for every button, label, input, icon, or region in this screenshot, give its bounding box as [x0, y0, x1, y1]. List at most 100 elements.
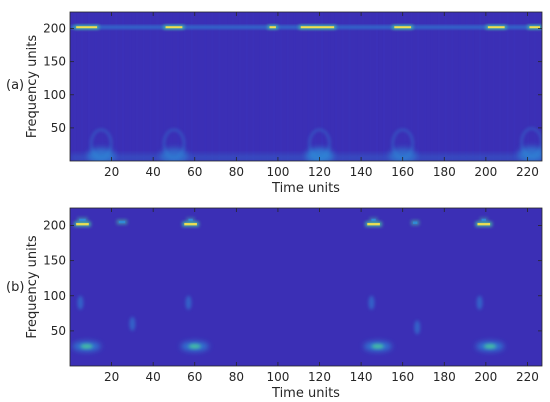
texture-streak	[115, 12, 118, 161]
texture-streak	[94, 12, 97, 161]
harmonic-spot	[79, 218, 86, 222]
texture-streak	[321, 12, 324, 161]
y-tick-label: 200	[43, 22, 66, 36]
axes-frame	[69, 207, 543, 367]
harmonic-spot	[481, 218, 486, 222]
low-frequency-blob	[159, 147, 188, 161]
y-tick-label: 50	[51, 324, 66, 338]
y-tick-label: 150	[43, 254, 66, 268]
texture-streak	[437, 12, 440, 161]
texture-streak	[328, 12, 331, 161]
texture-streak	[101, 12, 104, 161]
texture-streak	[389, 12, 392, 161]
harmonic-segment	[165, 26, 183, 29]
y-tick-label: 100	[43, 289, 66, 303]
texture-streak	[533, 12, 536, 161]
harmonic-segment	[76, 26, 98, 29]
texture-streak	[382, 12, 385, 161]
panel-label: (a)	[6, 78, 24, 93]
heatmap-background	[70, 12, 542, 161]
texture-streak	[300, 12, 303, 161]
texture-streak	[135, 12, 138, 161]
texture-streak	[156, 12, 159, 161]
x-axis-label: Time units	[271, 181, 340, 196]
texture-streak	[465, 12, 468, 161]
x-tick-label: 120	[308, 165, 331, 179]
x-tick-label: 180	[433, 370, 456, 384]
x-tick-label: 80	[229, 165, 244, 179]
texture-streak	[280, 12, 283, 161]
texture-streak	[204, 12, 207, 161]
panel-b: 20 40 60 80 100 120 140 160 180 200 220 50 100 150 200…	[6, 207, 543, 401]
texture-streak	[142, 12, 145, 161]
harmonic-segment	[300, 26, 335, 29]
texture-streak	[540, 12, 542, 161]
heatmap-background	[70, 208, 542, 366]
texture-streak	[238, 12, 241, 161]
x-tick-label: 20	[104, 370, 119, 384]
texture-streak	[506, 12, 509, 161]
y-axis-label: Frequency units	[25, 35, 40, 138]
harmonic-spot	[477, 222, 491, 226]
texture-streak	[451, 12, 454, 161]
texture-streak	[369, 12, 372, 161]
texture-streak	[478, 12, 481, 161]
texture-streak	[334, 12, 337, 161]
x-tick-label: 140	[350, 165, 373, 179]
texture-streak	[513, 12, 516, 161]
low-frequency-core	[80, 343, 93, 349]
texture-streak	[266, 12, 269, 161]
texture-streak	[252, 12, 255, 161]
harmonic-spot	[367, 222, 380, 226]
panel-a: 20 40 60 80 100 120 140 160 180 200 220 50 100 150 200…	[6, 11, 543, 196]
y-tick-label: 50	[51, 121, 66, 135]
texture-streak	[430, 12, 433, 161]
texture-streak	[307, 12, 310, 161]
low-frequency-core	[188, 343, 201, 349]
texture-streak	[527, 12, 530, 161]
x-tick-label: 40	[146, 370, 161, 384]
texture-streak	[424, 12, 427, 161]
texture-streak	[396, 12, 399, 161]
texture-streak	[403, 12, 406, 161]
x-tick-label: 120	[308, 370, 331, 384]
x-tick-label: 200	[474, 370, 497, 384]
texture-streak	[458, 12, 461, 161]
low-frequency-core	[371, 343, 384, 349]
x-tick-label: 60	[187, 370, 202, 384]
frequency-streak	[185, 295, 192, 310]
axes-frame	[69, 11, 543, 162]
harmonic-segment	[269, 26, 276, 29]
harmonic-spot	[371, 218, 376, 222]
x-tick-label: 100	[266, 165, 289, 179]
texture-streak	[376, 12, 379, 161]
x-tick-label: 200	[474, 165, 497, 179]
frequency-streak	[129, 316, 136, 331]
x-axis-label: Time units	[271, 386, 340, 401]
texture-streak	[74, 12, 77, 161]
harmonic-segment	[487, 26, 505, 29]
texture-streak	[225, 12, 228, 161]
texture-streak	[149, 12, 152, 161]
texture-streak	[259, 12, 262, 161]
texture-streak	[170, 12, 173, 161]
low-frequency-arc	[90, 128, 113, 159]
frequency-streak	[77, 295, 84, 310]
x-tick-label: 220	[516, 370, 539, 384]
texture-streak	[499, 12, 502, 161]
x-tick-label: 140	[350, 370, 373, 384]
frequency-streak	[476, 295, 483, 310]
harmonic-segment	[394, 26, 412, 29]
low-frequency-core	[484, 343, 497, 349]
harmonic-segment	[529, 26, 540, 29]
texture-streak	[492, 12, 495, 161]
x-tick-label: 20	[104, 165, 119, 179]
heatmap-layer	[72, 217, 505, 352]
harmonic-spot	[188, 218, 193, 222]
heatmap-layer	[70, 12, 542, 161]
texture-streak	[108, 12, 111, 161]
y-axis-label: Frequency units	[25, 235, 40, 338]
texture-streak	[122, 12, 125, 161]
texture-streak	[293, 12, 296, 161]
